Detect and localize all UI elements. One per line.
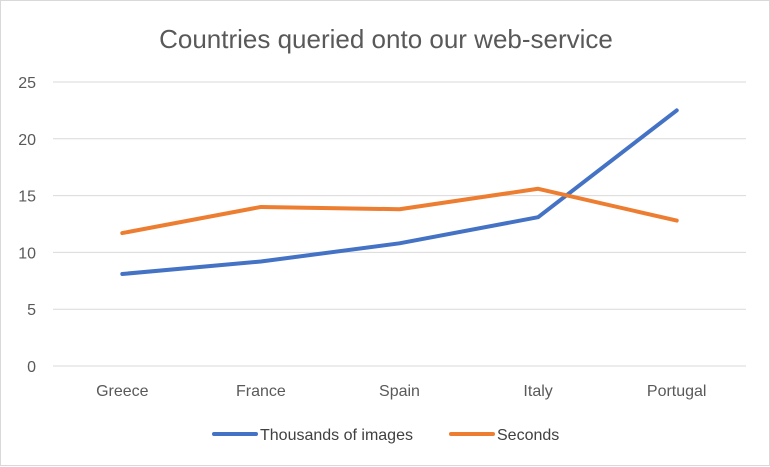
y-axis-ticks: 0 5 10 15 20 25 <box>18 75 36 376</box>
x-tick-label: Italy <box>523 383 552 400</box>
y-tick-label: 10 <box>18 245 36 262</box>
x-tick-label: Greece <box>96 383 149 400</box>
y-tick-label: 15 <box>18 189 36 206</box>
chart-title: Countries queried onto our web-service <box>159 24 613 54</box>
y-tick-label: 20 <box>18 132 36 149</box>
y-tick-label: 5 <box>27 302 36 319</box>
y-tick-label: 0 <box>27 359 36 376</box>
legend-label: Seconds <box>497 427 559 444</box>
x-tick-label: Spain <box>379 383 420 400</box>
legend-label: Thousands of images <box>260 427 413 444</box>
x-axis-ticks: Greece France Spain Italy Portugal <box>96 383 706 400</box>
y-tick-label: 25 <box>18 75 36 92</box>
series-line-1 <box>120 186 679 236</box>
series-line-0 <box>120 108 679 276</box>
x-tick-label: France <box>236 383 286 400</box>
gridlines <box>53 81 746 367</box>
legend: Thousands of images Seconds <box>212 427 559 444</box>
x-tick-label: Portugal <box>647 383 707 400</box>
series-lines <box>120 108 679 276</box>
